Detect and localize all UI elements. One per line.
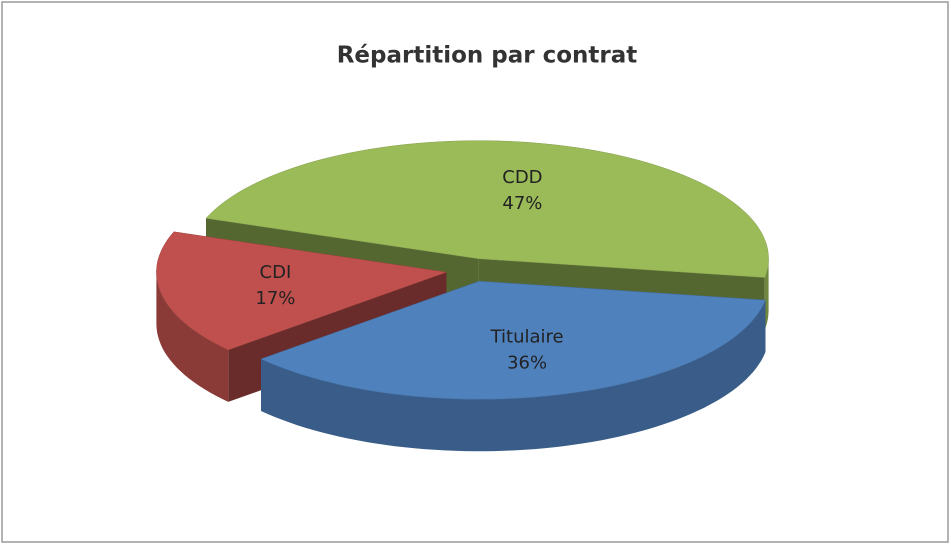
slice: [156, 231, 447, 351]
slice-wall: [156, 272, 229, 402]
category-label: CDI: [260, 262, 292, 283]
category-label: CDD: [502, 167, 542, 188]
category-label: Titulaire: [490, 326, 564, 347]
value-label: 47%: [502, 193, 542, 214]
slice: [205, 140, 769, 278]
value-label: 17%: [255, 288, 295, 309]
slice: [260, 280, 766, 400]
slice-wall: [261, 300, 766, 452]
pie: CDD 47% CDI 17% Titulaire 36%: [156, 140, 769, 452]
slice-wall: [764, 258, 769, 330]
value-label: 36%: [507, 352, 547, 373]
chart-title: Répartition par contrat: [337, 43, 638, 69]
